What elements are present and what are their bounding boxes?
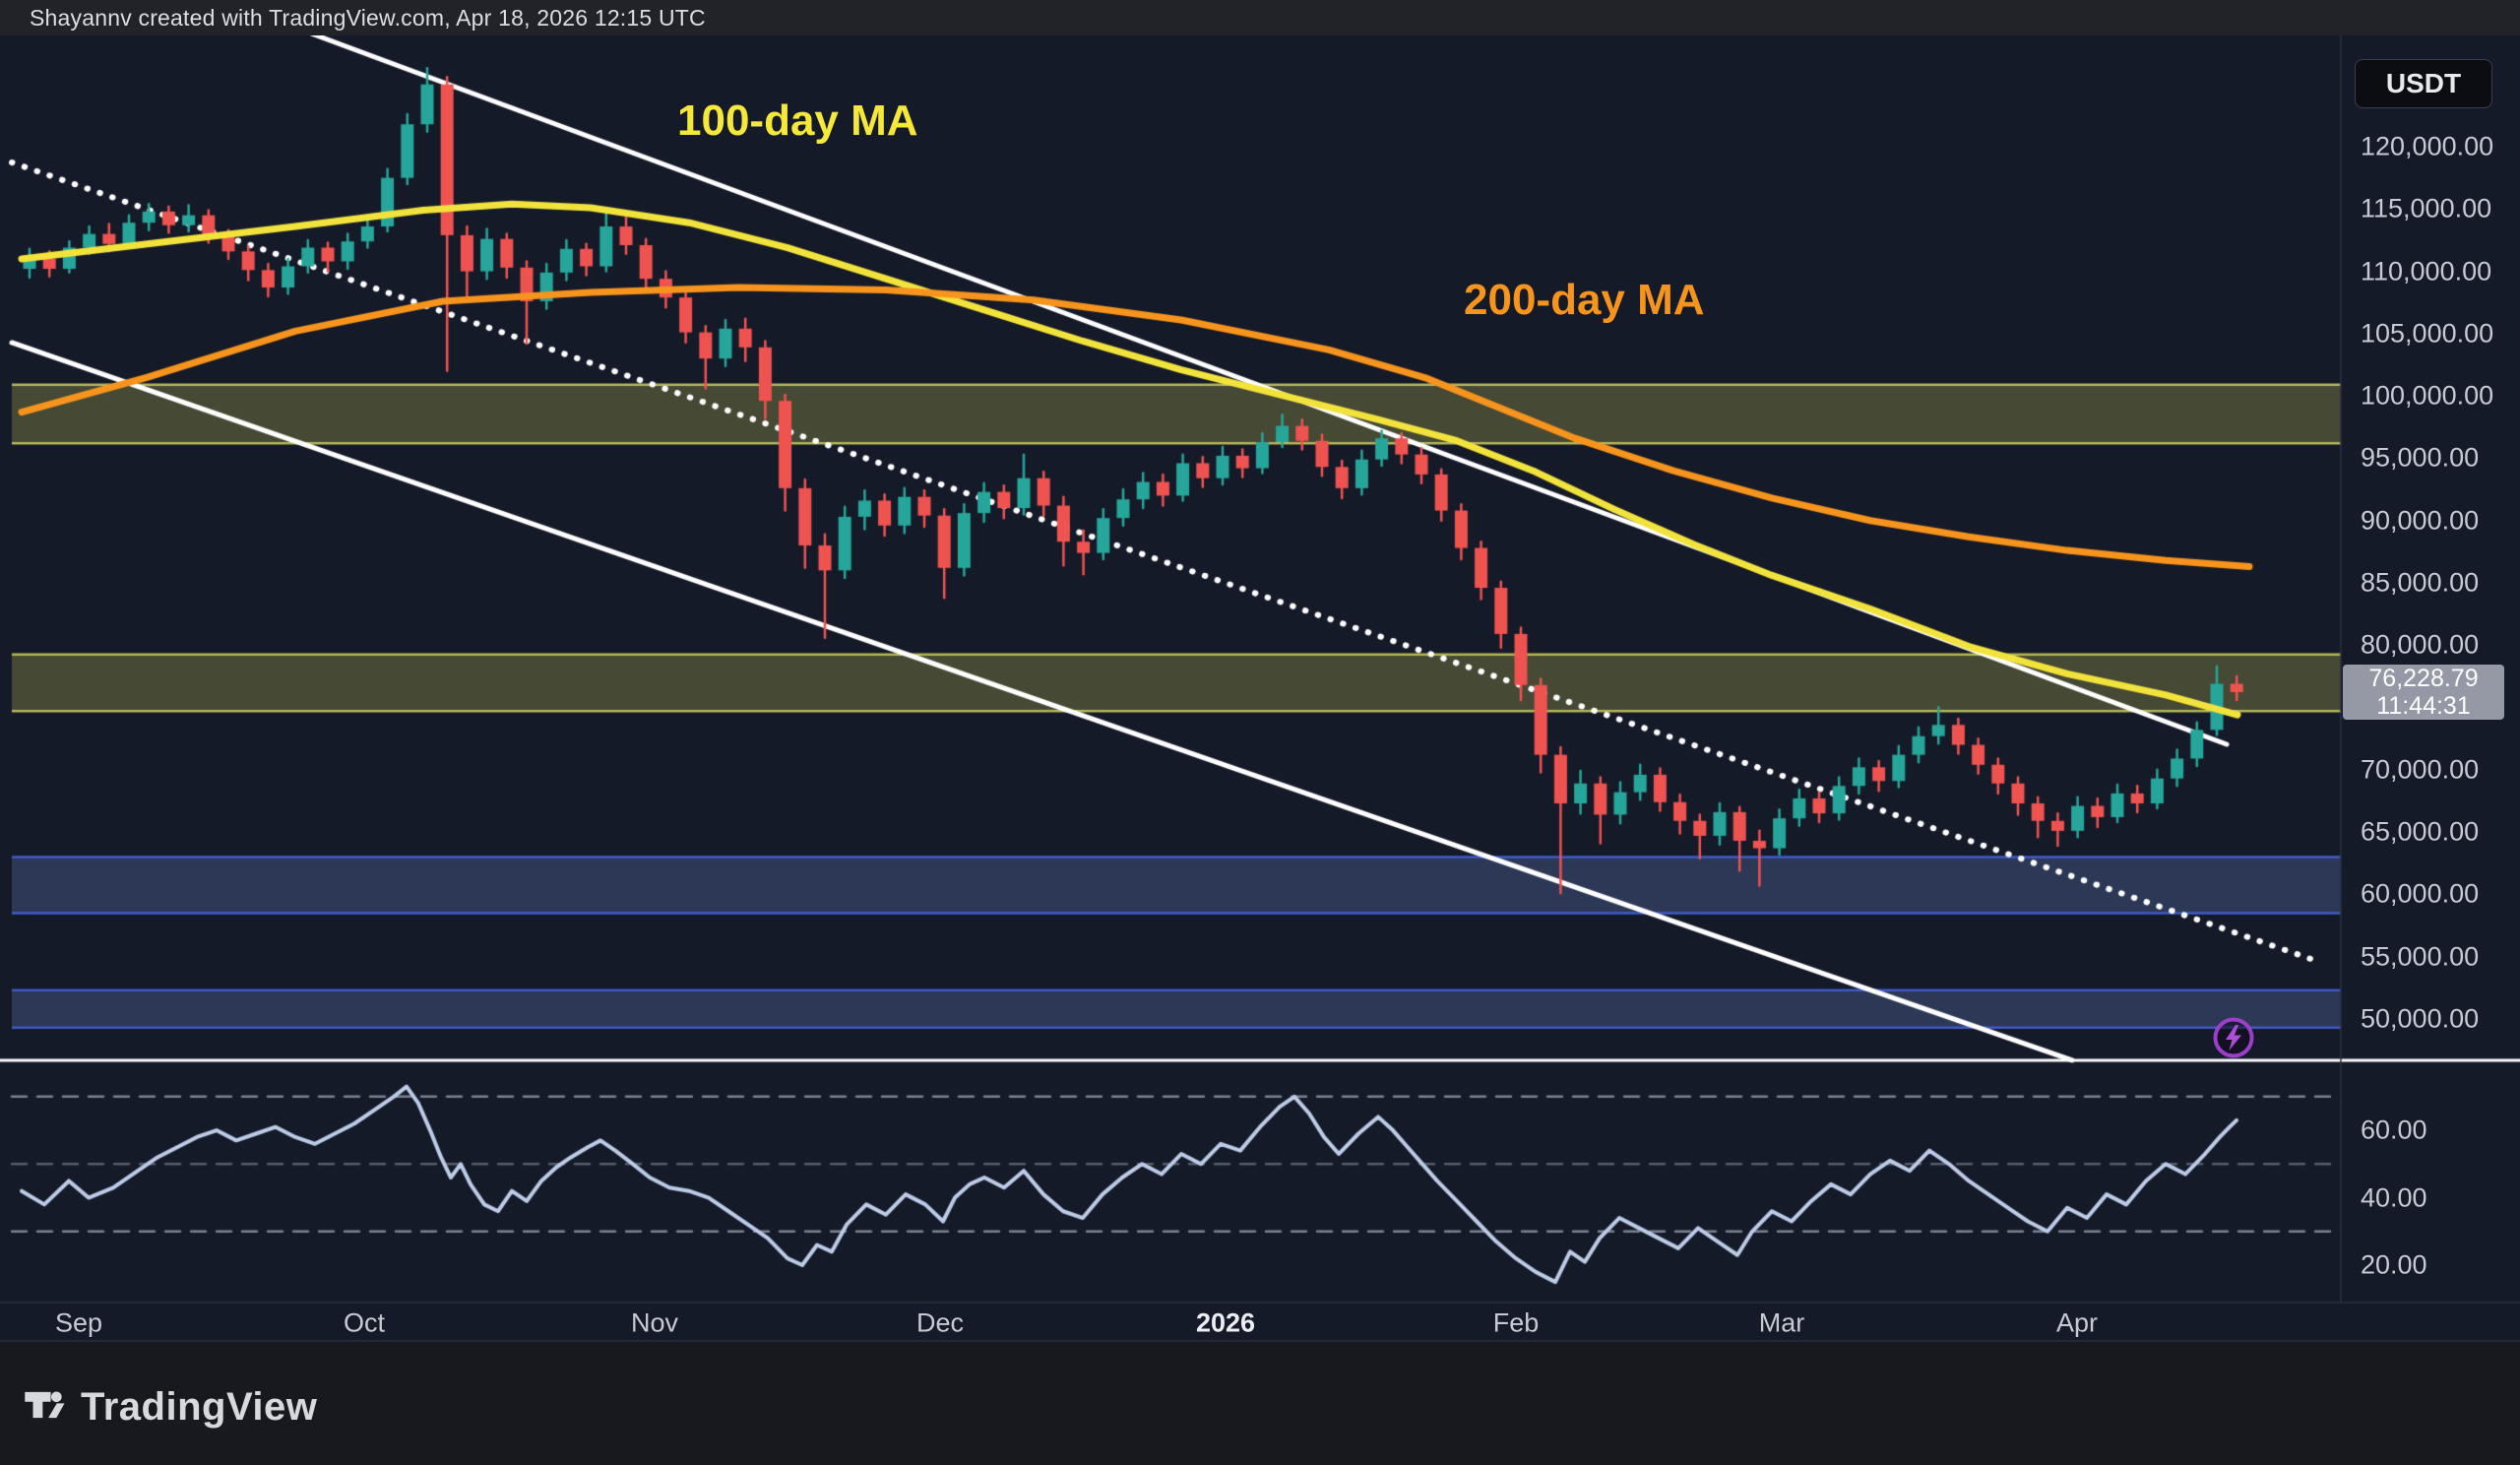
price-tick-label: 55,000.00 [2361, 941, 2480, 972]
month-label: Mar [1758, 1307, 1805, 1338]
attribution-text: Shayannv created with TradingView.com, A… [30, 5, 706, 31]
rsi-tick-label: 40.00 [2361, 1182, 2427, 1213]
ma100-annotation: 100-day MA [677, 96, 918, 145]
price-tick-label: 70,000.00 [2361, 754, 2480, 785]
month-label: 2026 [1195, 1307, 1256, 1338]
month-label: Oct [343, 1307, 386, 1338]
month-label: Dec [915, 1307, 965, 1338]
price-tick-label: 90,000.00 [2361, 505, 2480, 536]
price-tick-label: 120,000.00 [2361, 131, 2494, 161]
price-tick-label: 65,000.00 [2361, 816, 2480, 847]
price-tick-label: 100,000.00 [2361, 380, 2494, 411]
quote-currency-button[interactable]: USDT [2355, 59, 2492, 108]
price-tick-label: 95,000.00 [2361, 442, 2480, 473]
price-tick-label: 60,000.00 [2361, 878, 2480, 909]
tradingview-logo-text: TradingView [81, 1385, 318, 1429]
price-tick-label: 85,000.00 [2361, 567, 2480, 598]
last-price-badge: 76,228.79 11:44:31 [2343, 665, 2504, 720]
month-label: Apr [2055, 1307, 2099, 1338]
month-label: Feb [1492, 1307, 1540, 1338]
tradingview-logo-icon [22, 1382, 67, 1433]
bar-countdown-timer: 11:44:31 [2376, 692, 2471, 720]
lightning-bolt-icon[interactable] [2212, 1016, 2255, 1059]
price-tick-label: 110,000.00 [2361, 256, 2492, 287]
attribution-bar: Shayannv created with TradingView.com, A… [0, 0, 2520, 35]
price-tick-label: 50,000.00 [2361, 1003, 2480, 1034]
month-label: Nov [630, 1307, 679, 1338]
ma200-annotation: 200-day MA [1464, 276, 1705, 324]
month-label: Sep [54, 1307, 103, 1338]
tradingview-logo[interactable]: TradingView [22, 1382, 317, 1433]
rsi-tick-label: 60.00 [2361, 1115, 2427, 1145]
price-tick-label: 115,000.00 [2361, 193, 2492, 223]
quote-currency-label: USDT [2385, 68, 2462, 98]
rsi-tick-label: 20.00 [2361, 1249, 2427, 1280]
last-price-value: 76,228.79 [2368, 665, 2479, 692]
price-tick-label: 105,000.00 [2361, 318, 2494, 349]
price-tick-label: 80,000.00 [2361, 629, 2480, 660]
